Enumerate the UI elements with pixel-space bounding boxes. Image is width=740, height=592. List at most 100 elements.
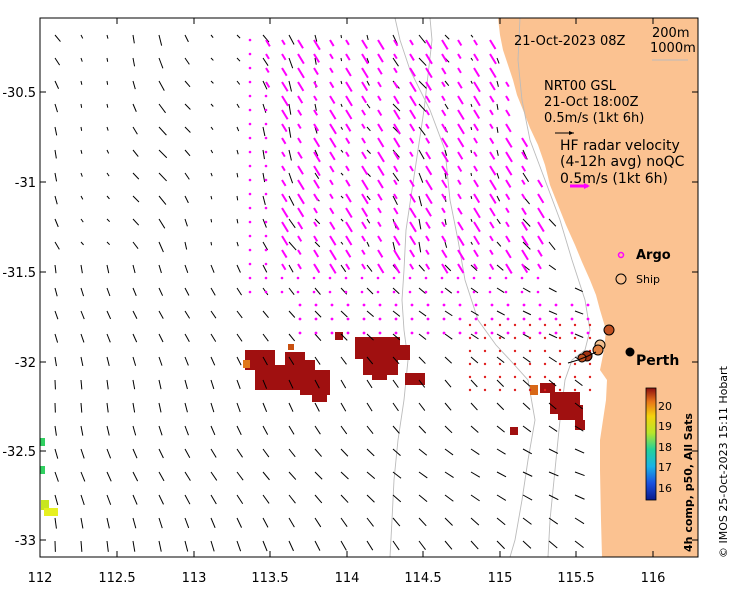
current-vector xyxy=(505,151,513,163)
current-vector xyxy=(473,123,479,132)
current-vector xyxy=(521,165,527,172)
ship-marker-icon xyxy=(615,273,627,285)
weak-vector-dot xyxy=(264,164,268,168)
inshore-vector-dot xyxy=(498,388,502,392)
current-vector xyxy=(329,67,334,74)
current-vector xyxy=(522,540,532,549)
current-vector xyxy=(496,195,501,202)
weak-vector-dot xyxy=(296,290,300,294)
current-vector xyxy=(313,207,318,214)
current-vector xyxy=(106,103,109,108)
current-vector xyxy=(377,109,383,117)
current-vector xyxy=(473,39,478,46)
current-vector xyxy=(236,241,239,247)
current-vector xyxy=(329,235,337,246)
weak-vector-dot xyxy=(264,178,268,182)
current-vector xyxy=(210,126,214,131)
current-vector xyxy=(184,448,191,459)
current-vector xyxy=(548,517,559,525)
current-vector xyxy=(470,195,473,200)
current-vector xyxy=(210,425,216,436)
current-vector xyxy=(444,425,453,434)
weak-vector-dot xyxy=(248,150,252,154)
current-vector xyxy=(158,356,163,366)
current-vector xyxy=(184,126,191,133)
weak-vector-dot xyxy=(314,303,318,307)
weak-vector-dot xyxy=(248,94,252,98)
current-vector xyxy=(288,402,294,412)
current-vector xyxy=(425,263,431,270)
current-vector xyxy=(132,402,136,413)
current-vector xyxy=(522,356,531,363)
weak-vector-dot xyxy=(264,220,268,224)
inshore-vector-dot xyxy=(588,336,592,340)
current-vector xyxy=(393,235,401,246)
weak-vector-dot xyxy=(312,276,316,280)
current-vector xyxy=(340,425,348,435)
weak-vector-dot xyxy=(408,290,412,294)
current-vector xyxy=(210,149,214,154)
weak-vector-dot xyxy=(378,303,382,307)
current-vector xyxy=(340,310,348,318)
current-vector xyxy=(236,34,241,39)
current-vector xyxy=(297,109,303,116)
weak-vector-dot xyxy=(346,303,350,307)
inshore-vector-dot xyxy=(483,349,487,353)
current-vector xyxy=(470,379,478,388)
current-vector xyxy=(377,95,382,102)
current-vector xyxy=(361,151,367,160)
weak-vector-dot xyxy=(458,331,462,335)
current-vector xyxy=(345,39,350,46)
current-vector xyxy=(366,241,370,247)
current-vector xyxy=(489,53,497,65)
current-vector xyxy=(418,126,426,136)
current-vector xyxy=(457,151,464,160)
current-vector xyxy=(574,494,585,500)
current-vector xyxy=(184,402,188,413)
current-vector xyxy=(521,263,529,274)
current-vector xyxy=(288,264,294,273)
current-vector xyxy=(288,379,294,389)
current-vector xyxy=(210,540,215,552)
weak-vector-dot xyxy=(248,276,252,280)
current-vector xyxy=(80,218,84,223)
current-vector xyxy=(210,402,215,413)
current-vector xyxy=(132,425,137,436)
current-vector xyxy=(184,425,189,436)
current-vector xyxy=(473,81,481,93)
weak-vector-dot xyxy=(248,206,252,210)
current-vector xyxy=(132,34,135,44)
weak-vector-dot xyxy=(328,276,332,280)
current-vector xyxy=(314,218,321,225)
current-vector xyxy=(281,221,289,233)
x-tick-label: 115 xyxy=(488,571,513,586)
current-vector xyxy=(425,249,430,256)
current-vector xyxy=(537,193,545,204)
inshore-vector-dot xyxy=(558,388,562,392)
current-vector xyxy=(361,193,369,205)
inshore-vector-dot xyxy=(558,323,562,327)
current-vector xyxy=(489,137,495,145)
current-vector xyxy=(574,448,585,454)
colorbar-title: 4h comp, p50, All Sats xyxy=(682,413,695,552)
current-vector xyxy=(574,402,583,410)
current-vector xyxy=(444,310,453,317)
sst-warm-pixels xyxy=(40,344,538,516)
current-vector xyxy=(288,57,294,69)
current-vector xyxy=(444,241,448,248)
model-current-vectors xyxy=(54,34,585,552)
weak-vector-dot xyxy=(520,276,524,280)
current-vector xyxy=(313,95,318,102)
inshore-vector-dot xyxy=(573,388,577,392)
current-vector xyxy=(132,310,138,319)
inshore-radar-points xyxy=(468,323,592,392)
y-axis xyxy=(40,91,698,541)
current-vector xyxy=(377,249,384,258)
current-vector xyxy=(505,109,511,117)
weak-vector-dot xyxy=(522,331,526,335)
current-vector xyxy=(473,179,480,188)
current-vector xyxy=(54,517,57,529)
weak-vector-dot xyxy=(264,108,268,112)
current-vector xyxy=(361,67,369,79)
current-vector xyxy=(297,179,305,191)
